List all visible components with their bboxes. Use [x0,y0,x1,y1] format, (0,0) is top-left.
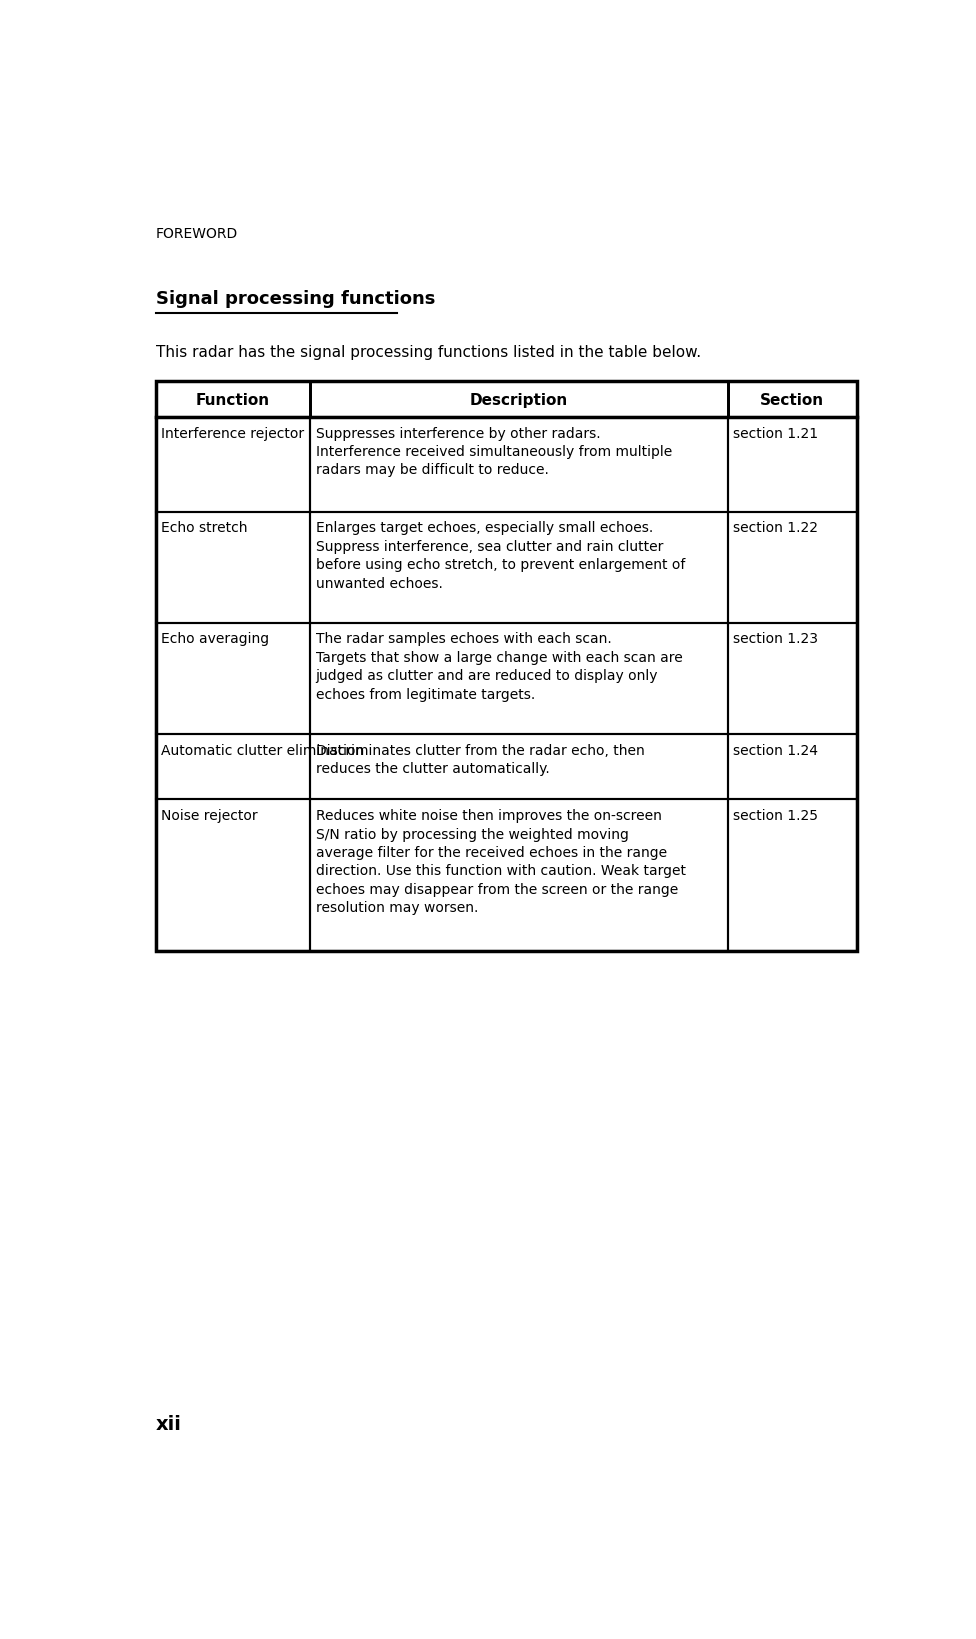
Text: Reduces white noise then improves the on-screen
S/N ratio by processing the weig: Reduces white noise then improves the on… [315,808,685,915]
Bar [727,623,857,734]
Text: section 1.25: section 1.25 [733,808,818,823]
Bar [310,623,727,734]
Text: Signal processing functions: Signal processing functions [156,290,435,308]
Bar [310,511,727,623]
Text: Echo averaging: Echo averaging [161,633,269,646]
Bar [156,623,310,734]
Text: Enlarges target echoes, especially small echoes.
Suppress interference, sea clut: Enlarges target echoes, especially small… [315,521,685,590]
Bar [727,511,857,623]
Text: Echo stretch: Echo stretch [161,521,248,534]
Bar [156,382,310,418]
Bar [727,418,857,511]
Bar [156,418,310,511]
Bar [310,382,727,418]
Text: Interference rejector: Interference rejector [161,426,305,441]
Bar [156,734,310,800]
Bar [156,800,310,951]
Text: section 1.24: section 1.24 [733,742,818,757]
Text: section 1.23: section 1.23 [733,633,818,646]
Text: Suppresses interference by other radars.
Interference received simultaneously fr: Suppresses interference by other radars.… [315,426,671,477]
Text: Description: Description [469,392,568,408]
Text: Noise rejector: Noise rejector [161,808,258,823]
Text: xii: xii [156,1414,182,1434]
Bar [310,418,727,511]
Text: Section: Section [760,392,825,408]
Bar [727,800,857,951]
Bar [310,734,727,800]
Bar [727,382,857,418]
Text: The radar samples echoes with each scan.
Targets that show a large change with e: The radar samples echoes with each scan.… [315,633,682,701]
Text: Function: Function [196,392,270,408]
Text: section 1.21: section 1.21 [733,426,818,441]
Bar [727,734,857,800]
Bar [310,800,727,951]
Text: Automatic clutter elimination: Automatic clutter elimination [161,742,365,757]
Text: FOREWORD: FOREWORD [156,226,238,241]
Text: Discriminates clutter from the radar echo, then
reduces the clutter automaticall: Discriminates clutter from the radar ech… [315,742,644,775]
Bar [156,382,857,951]
Text: section 1.22: section 1.22 [733,521,818,534]
Bar [156,511,310,623]
Text: This radar has the signal processing functions listed in the table below.: This radar has the signal processing fun… [156,344,701,359]
